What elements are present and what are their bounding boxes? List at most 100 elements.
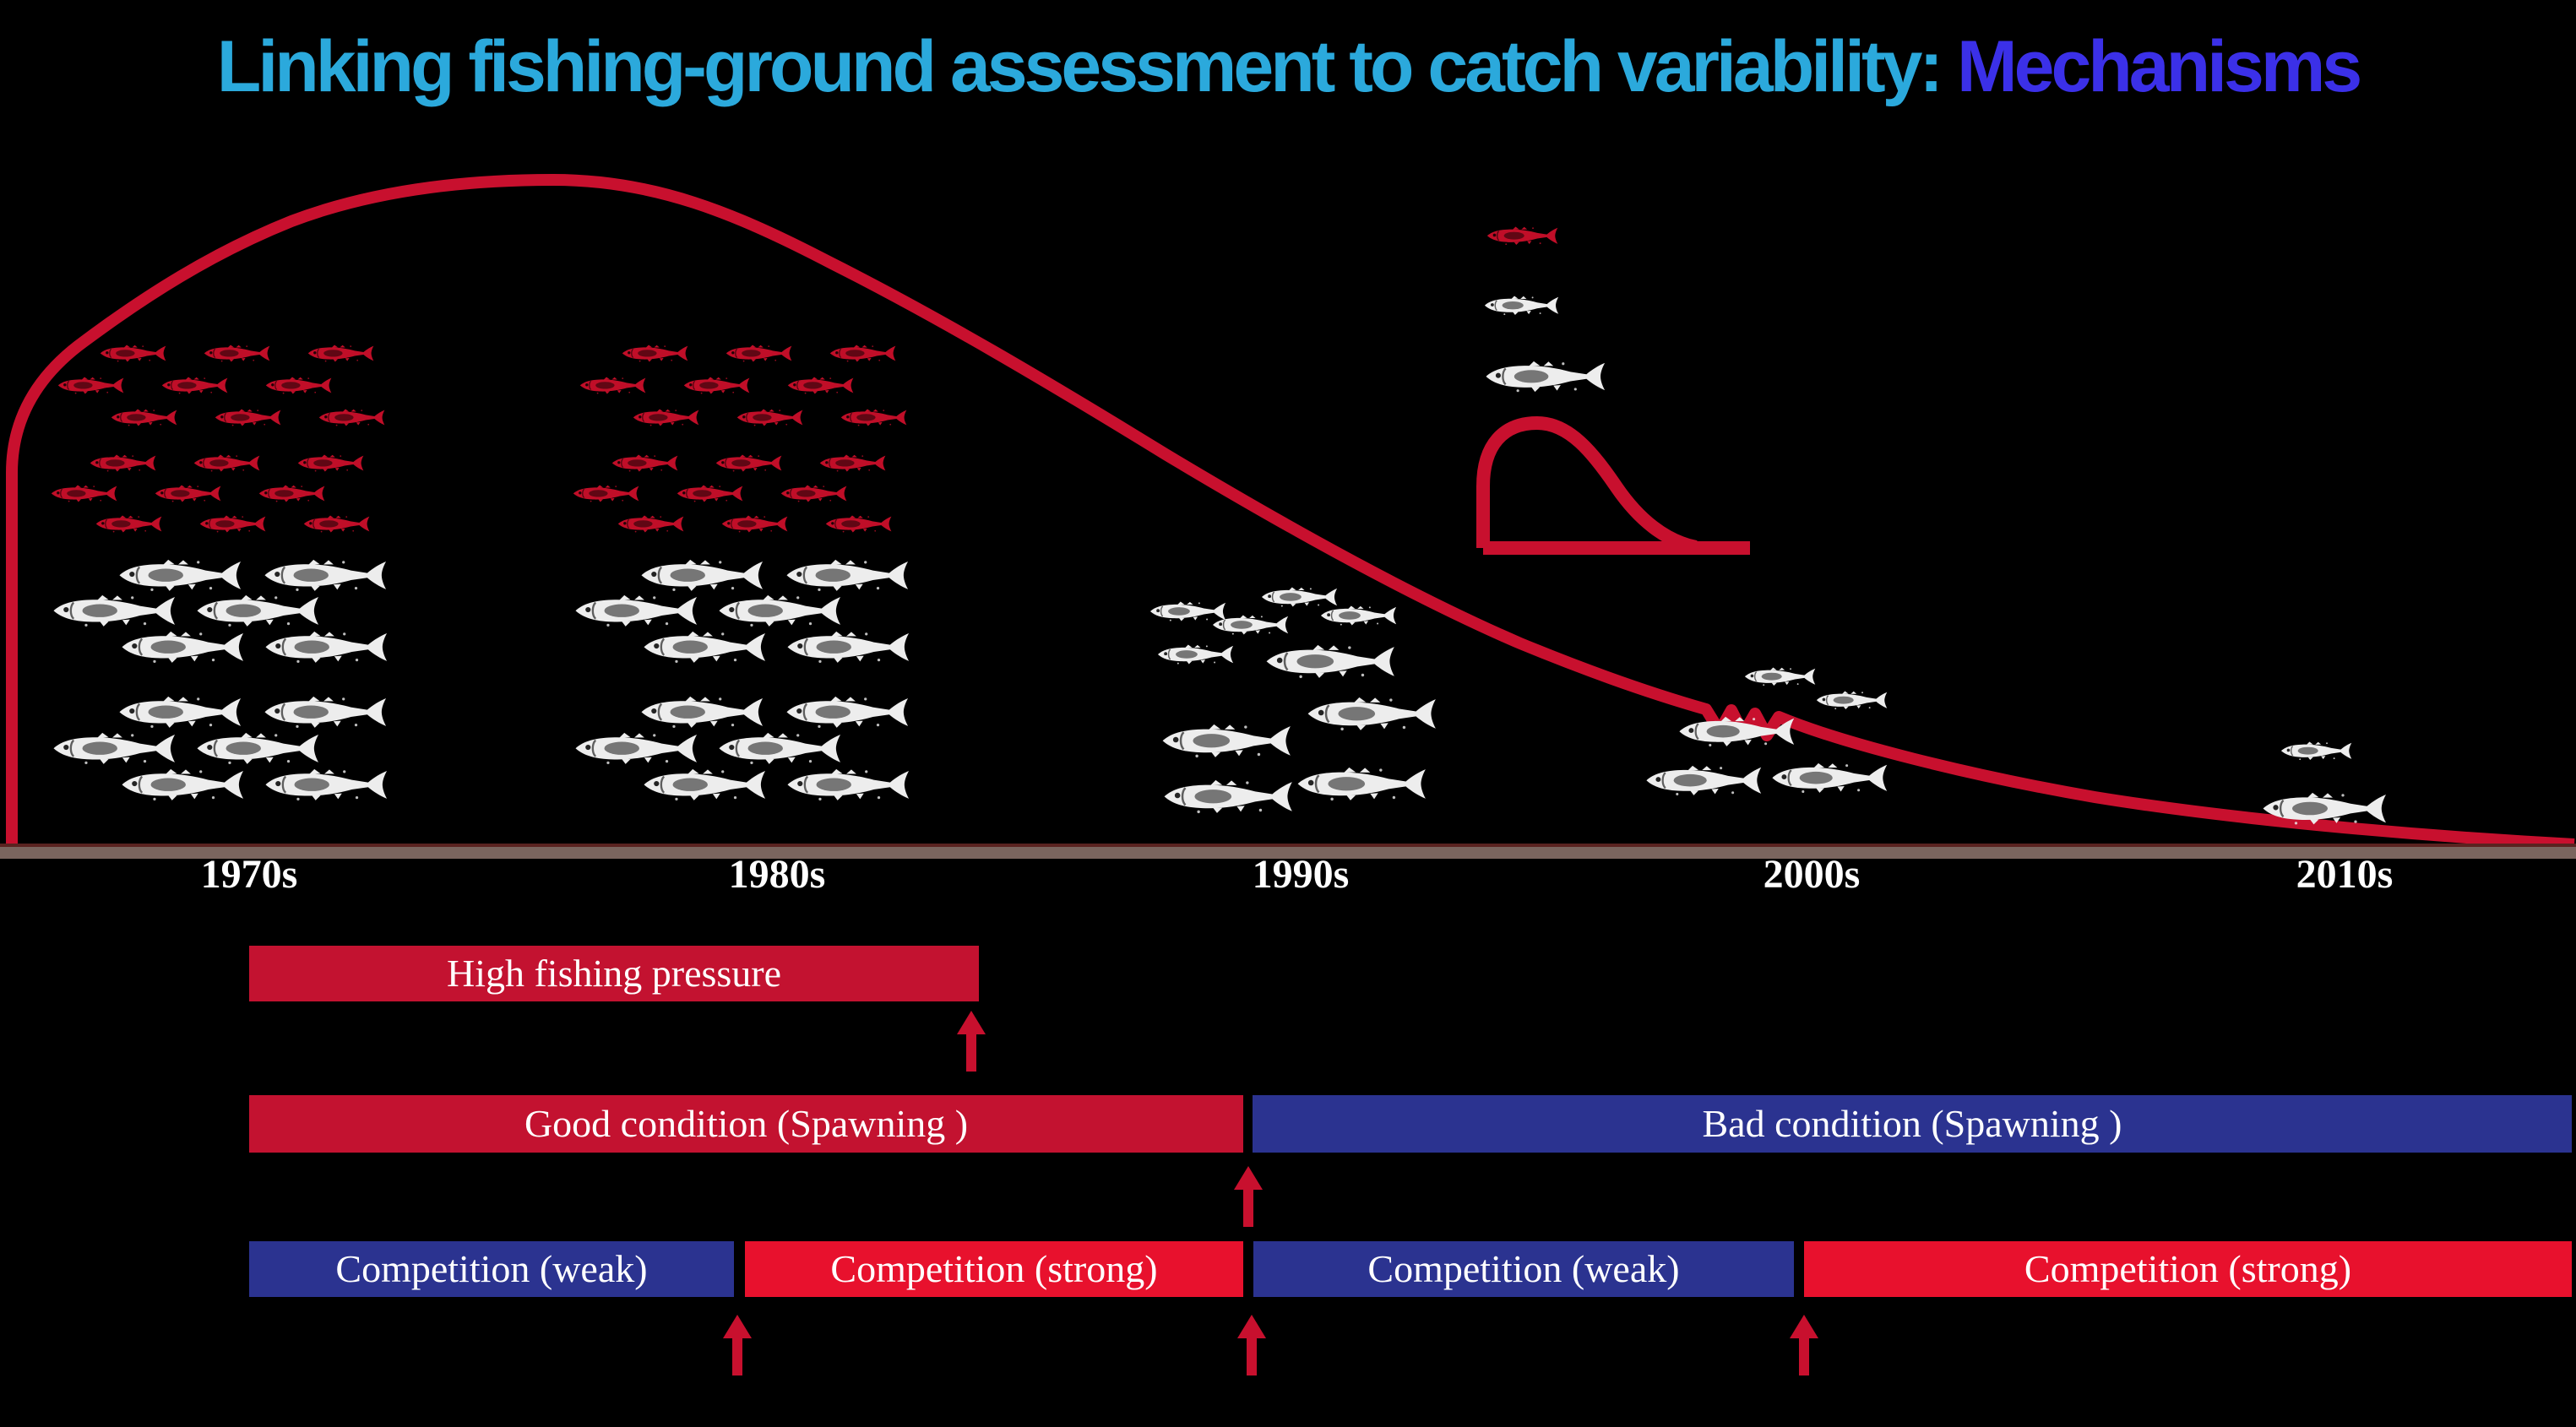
fish-icon: [1307, 697, 1437, 731]
fish-icon: [1486, 226, 1558, 246]
arrow-condition-shift-icon: [1234, 1166, 1263, 1227]
school-1990s-small: [1149, 587, 1397, 665]
fish-icon: [785, 559, 910, 592]
fish-icon: [215, 409, 282, 426]
fish-icon: [1261, 587, 1338, 607]
fish-icon: [721, 515, 789, 533]
bar-bad-condition: Bad condition (Spawning ): [1253, 1095, 2572, 1153]
school-1980s-white: [574, 559, 910, 801]
fish-icon: [573, 485, 640, 502]
slide-title: Linking fishing-ground assessment to cat…: [0, 25, 2576, 109]
title-main: Linking fishing-ground assessment to cat…: [216, 26, 1943, 107]
fish-icon: [1744, 667, 1816, 686]
fish-icon: [718, 732, 842, 765]
fish-icon: [1265, 644, 1396, 679]
school-2000s-medium: [1645, 716, 1889, 796]
fish-icon: [825, 515, 893, 533]
curves-layer: [6, 174, 2575, 851]
fish-icon: [95, 515, 163, 533]
fish-icon: [718, 594, 842, 627]
fish-icon: [204, 345, 271, 362]
fish-icon: [1645, 765, 1763, 796]
arrow-high-pressure-end-icon: [957, 1011, 986, 1072]
decade-label-2010s: 2010s: [2296, 852, 2394, 897]
arrow-competition-shift-3-icon: [1790, 1315, 1818, 1375]
fish-icon: [622, 345, 689, 362]
fish-icon: [155, 485, 222, 502]
fish-icon: [780, 485, 848, 502]
fish-icon: [52, 594, 177, 627]
fish-icon: [264, 768, 389, 801]
bar-competition-weak-2: Competition (weak): [1253, 1241, 1794, 1297]
fish-icon: [643, 768, 767, 801]
arrow-competition-shift-2-icon: [1237, 1315, 1266, 1375]
fish-icon: [829, 345, 897, 362]
fish-icon: [121, 768, 245, 801]
fish-icon: [640, 559, 764, 592]
school-1970s-red: [51, 345, 386, 533]
fish-icon: [1484, 296, 1559, 316]
fish-icon: [785, 696, 910, 729]
fish-icon: [683, 377, 751, 394]
school-1990s-medium: [1161, 644, 1437, 814]
fish-icon: [611, 454, 679, 472]
fish-icon: [736, 409, 804, 426]
fish-icon: [118, 559, 242, 592]
decade-label-1990s: 1990s: [1252, 852, 1350, 897]
timeline-axis: [0, 844, 2576, 859]
fish-icon: [90, 454, 157, 472]
fish-icon: [264, 696, 388, 729]
legend-column-white-medium: [1485, 361, 1606, 393]
fish-icon: [1157, 644, 1234, 665]
stock-abundance-curve: [6, 174, 2575, 851]
fish-icon: [57, 377, 125, 394]
fish-icon: [111, 409, 178, 426]
fish-icon: [265, 377, 333, 394]
bar-good-condition: Good condition (Spawning ): [249, 1095, 1243, 1153]
fish-icon: [819, 454, 887, 472]
fish-icon: [1163, 779, 1294, 814]
legend-column-red-fish: [1486, 226, 1558, 246]
fish-icon: [643, 631, 767, 664]
fish-icon: [1161, 724, 1292, 758]
legend-column-white-small: [1484, 296, 1559, 316]
fish-icon: [196, 732, 320, 765]
fish-icon: [199, 515, 267, 533]
fish-icon: [617, 515, 685, 533]
school-1980s-red: [573, 345, 908, 533]
fish-icon: [161, 377, 229, 394]
fish-icon: [786, 768, 910, 801]
fish-icon: [633, 409, 700, 426]
fish-icon: [1816, 691, 1888, 710]
fish-icon: [1296, 767, 1427, 801]
school-2010s: [2280, 741, 2352, 761]
fish-icon: [640, 696, 764, 729]
small-recovery-curve: [1476, 416, 1750, 555]
fish-icon: [264, 631, 389, 664]
fish-icon: [51, 485, 118, 502]
bar-competition-strong-2: Competition (strong): [1804, 1241, 2572, 1297]
bar-high-fishing-pressure: High fishing pressure: [249, 946, 979, 1001]
school-2000s-small: [1744, 667, 1888, 710]
fish-icon: [2280, 741, 2352, 761]
fish-icon: [318, 409, 386, 426]
fish-icon: [1149, 601, 1226, 621]
fish-icon: [307, 345, 375, 362]
arrow-competition-shift-1-icon: [723, 1315, 752, 1375]
fish-icon: [574, 594, 698, 627]
fish-icon: [258, 485, 326, 502]
fish-icon: [574, 732, 698, 765]
fish-icon: [303, 515, 371, 533]
fish-icon: [726, 345, 793, 362]
fish-icon: [579, 377, 647, 394]
fish-icon: [787, 377, 855, 394]
decade-label-1970s: 1970s: [200, 852, 298, 897]
fish-icon: [677, 485, 744, 502]
decade-label-2000s: 2000s: [1763, 852, 1861, 897]
fish-icon: [52, 732, 177, 765]
fish-icon: [1771, 762, 1889, 794]
fish-icon: [193, 454, 261, 472]
fish-icon: [121, 631, 245, 664]
decade-label-1980s: 1980s: [728, 852, 826, 897]
fish-icon: [840, 409, 908, 426]
